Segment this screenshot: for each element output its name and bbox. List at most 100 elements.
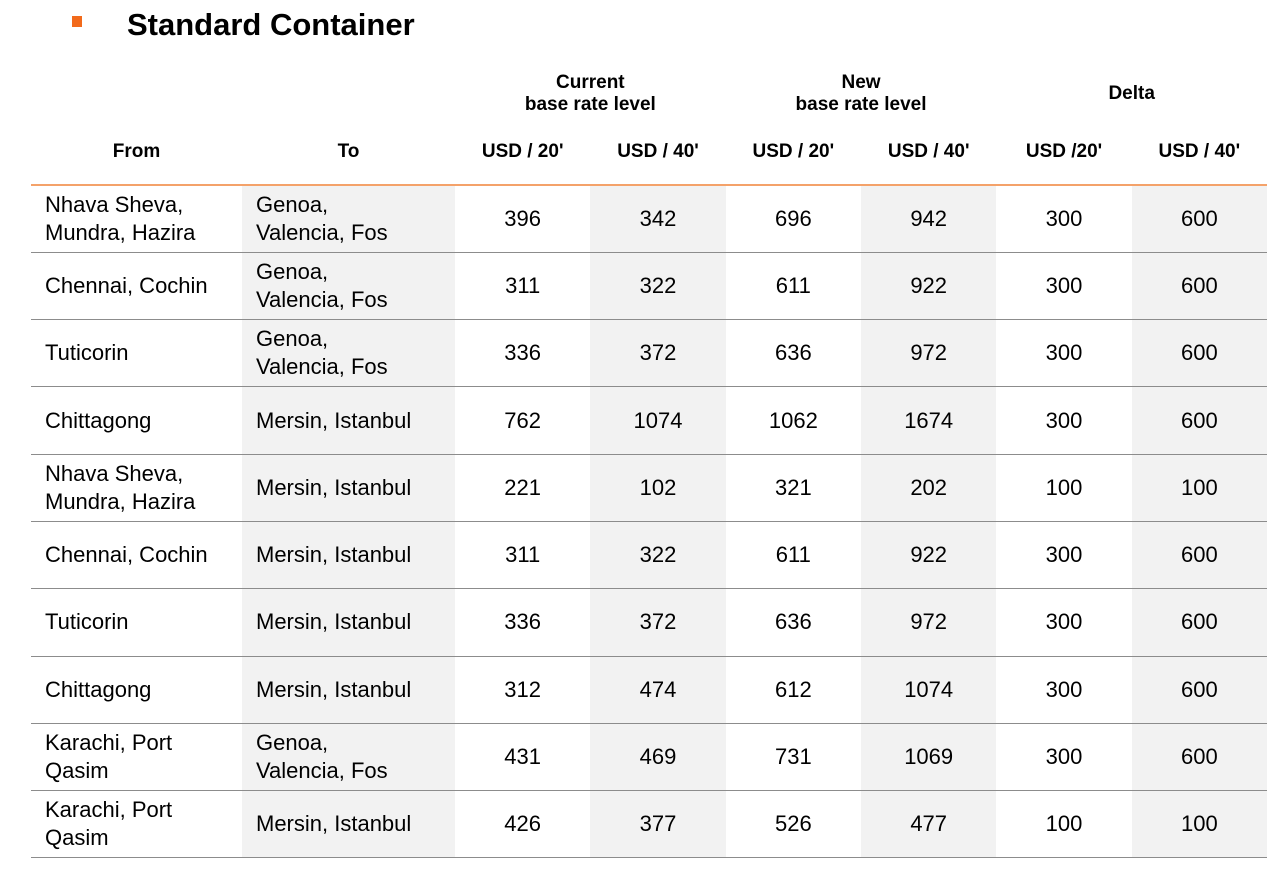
table-row: Nhava Sheva, Mundra, Hazira Genoa, Valenc…: [31, 185, 1267, 253]
cell-current-40: 102: [590, 454, 726, 522]
cell-delta-20: 300: [996, 319, 1132, 388]
cell-current-40: 322: [590, 252, 726, 321]
cell-current-20: 336: [455, 319, 591, 388]
cell-from: Nhava Sheva, Mundra, Hazira: [31, 454, 242, 522]
cell-new-40: 972: [861, 319, 997, 388]
header-delta-20: USD /20': [996, 124, 1132, 186]
cell-delta-40: 600: [1131, 723, 1267, 792]
cell-current-20: 426: [455, 790, 591, 859]
table-row: Chittagong Mersin, Istanbul 762 1074 1062 167…: [31, 386, 1267, 455]
cell-new-20: 611: [725, 252, 861, 321]
cell-current-40: 372: [590, 319, 726, 388]
cell-current-40: 1074: [590, 386, 726, 455]
cell-new-20: 636: [725, 588, 861, 657]
cell-to: Genoa, Valencia, Fos: [242, 185, 455, 253]
cell-new-40: 1069: [861, 723, 997, 792]
header-to: To: [242, 124, 455, 186]
header-group-delta: Delta: [1108, 83, 1155, 104]
bullet-square-icon: [72, 16, 82, 27]
cell-delta-40: 600: [1131, 185, 1267, 253]
cell-new-20: 612: [725, 656, 861, 724]
header-current-20: USD / 20': [455, 124, 591, 186]
cell-new-40: 1074: [861, 656, 997, 724]
header-group-current: Current base rate level: [524, 72, 656, 115]
cell-current-20: 396: [455, 185, 591, 253]
cell-delta-20: 300: [996, 252, 1132, 321]
cell-to: Mersin, Istanbul: [242, 588, 455, 657]
cell-from: Tuticorin: [31, 319, 242, 388]
cell-delta-40: 600: [1131, 252, 1267, 321]
cell-current-40: 372: [590, 588, 726, 657]
cell-new-40: 922: [861, 521, 997, 590]
cell-new-40: 477: [861, 790, 997, 859]
cell-from: Karachi, Port Qasim: [31, 790, 242, 859]
cell-delta-20: 300: [996, 723, 1132, 792]
cell-new-40: 972: [861, 588, 997, 657]
cell-delta-20: 300: [996, 521, 1132, 590]
cell-delta-40: 600: [1131, 656, 1267, 724]
cell-new-20: 1062: [725, 386, 861, 455]
cell-new-20: 321: [725, 454, 861, 522]
cell-from: Karachi, Port Qasim: [31, 723, 242, 792]
cell-current-20: 336: [455, 588, 591, 657]
cell-from: Chennai, Cochin: [31, 521, 242, 590]
cell-current-20: 311: [455, 252, 591, 321]
cell-delta-40: 100: [1131, 790, 1267, 859]
header-from: From: [31, 124, 242, 186]
cell-delta-40: 600: [1131, 588, 1267, 657]
cell-new-40: 922: [861, 252, 997, 321]
cell-from: Tuticorin: [31, 588, 242, 657]
cell-delta-20: 300: [996, 185, 1132, 253]
table-row: Chennai, Cochin Mersin, Istanbul 311 322 611…: [31, 521, 1267, 590]
cell-delta-40: 600: [1131, 319, 1267, 388]
cell-from: Chittagong: [31, 656, 242, 724]
cell-to: Mersin, Istanbul: [242, 521, 455, 590]
cell-to: Mersin, Istanbul: [242, 790, 455, 859]
header-unit-row: From To USD / 20' USD / 40' USD / 20' US…: [31, 124, 1267, 186]
cell-current-40: 474: [590, 656, 726, 724]
cell-current-40: 342: [590, 185, 726, 253]
cell-current-20: 311: [455, 521, 591, 590]
cell-delta-20: 100: [996, 454, 1132, 522]
cell-delta-20: 300: [996, 656, 1132, 724]
cell-current-40: 469: [590, 723, 726, 792]
cell-delta-40: 600: [1131, 386, 1267, 455]
header-new-20: USD / 20': [725, 124, 861, 186]
cell-delta-20: 100: [996, 790, 1132, 859]
cell-delta-40: 100: [1131, 454, 1267, 522]
cell-current-20: 312: [455, 656, 591, 724]
cell-current-40: 322: [590, 521, 726, 590]
table-row: Tuticorin Genoa, Valencia, Fos 336 372 636 97…: [31, 319, 1267, 388]
table-row: Chennai, Cochin Genoa, Valencia, Fos 311 32…: [31, 252, 1267, 321]
cell-new-20: 611: [725, 521, 861, 590]
rate-table: Current base rate level New base rate le…: [31, 60, 1267, 859]
header-group-new: New base rate level: [795, 72, 927, 115]
cell-new-20: 696: [725, 185, 861, 253]
table-row: Karachi, Port Qasim Mersin, Istanbul 426 37…: [31, 790, 1267, 859]
cell-current-20: 762: [455, 386, 591, 455]
page-title: Standard Container: [127, 7, 415, 42]
cell-delta-40: 600: [1131, 521, 1267, 590]
cell-new-20: 731: [725, 723, 861, 792]
header-delta-40: USD / 40': [1131, 124, 1267, 186]
cell-new-20: 526: [725, 790, 861, 859]
cell-delta-20: 300: [996, 386, 1132, 455]
cell-new-40: 202: [861, 454, 997, 522]
cell-new-20: 636: [725, 319, 861, 388]
cell-current-20: 431: [455, 723, 591, 792]
table-row: Nhava Sheva, Mundra, Hazira Mersin, Istan…: [31, 454, 1267, 522]
cell-to: Genoa, Valencia, Fos: [242, 319, 455, 388]
cell-to: Mersin, Istanbul: [242, 386, 455, 455]
cell-to: Genoa, Valencia, Fos: [242, 723, 455, 792]
cell-from: Chittagong: [31, 386, 242, 455]
cell-to: Mersin, Istanbul: [242, 656, 455, 724]
header-spacer: [242, 60, 455, 124]
cell-current-20: 221: [455, 454, 591, 522]
table-row: Tuticorin Mersin, Istanbul 336 372 636 972 300…: [31, 588, 1267, 657]
table-row: Chittagong Mersin, Istanbul 312 474 612 1074 3…: [31, 656, 1267, 724]
header-new-40: USD / 40': [861, 124, 997, 186]
table-body: Nhava Sheva, Mundra, Hazira Genoa, Valenc…: [31, 185, 1267, 859]
cell-new-40: 942: [861, 185, 997, 253]
header-spacer: [31, 60, 242, 124]
header-group-row: Current base rate level New base rate le…: [31, 60, 1267, 124]
